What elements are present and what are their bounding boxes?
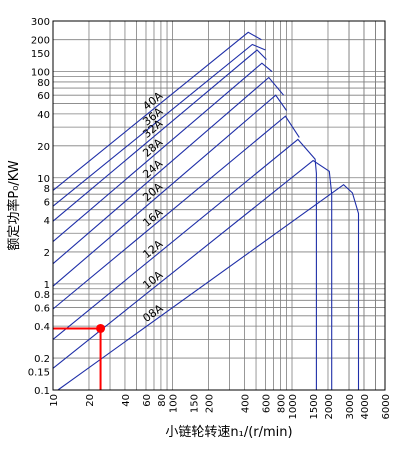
x-tick-label: 10 (49, 394, 60, 407)
x-tick-label: 20 (85, 394, 96, 407)
series-label: 12A (140, 237, 165, 261)
series-label: 16A (140, 206, 165, 230)
y-tick-label: 2 (44, 248, 50, 259)
y-tick-label: 200 (31, 36, 50, 47)
y-tick-label: 20 (37, 142, 50, 153)
y-tick-label: 8 (44, 184, 50, 195)
y-tick-label: 4 (44, 216, 50, 227)
series-line-12A (52, 138, 317, 390)
series-lines (52, 31, 360, 391)
x-tick-label: 600 (261, 394, 272, 413)
series-line-24A (52, 76, 285, 265)
y-tick-label: 80 (37, 78, 50, 89)
y-tick-label: 0.6 (34, 303, 50, 314)
grid-lines (53, 21, 385, 390)
y-tick-label: 0.2 (34, 354, 50, 365)
x-tick-label: 150 (190, 394, 201, 413)
y-tick-label: 6 (44, 197, 50, 208)
x-axis-title: 小链轮转速n₁/(r/min) (165, 425, 292, 440)
x-tick-label: 400 (240, 394, 251, 413)
x-tick-label: 800 (276, 394, 287, 413)
series-line-28A (52, 62, 273, 243)
y-tick-label: 60 (37, 91, 50, 102)
series-line-20A (52, 94, 287, 287)
series-line-16A (52, 115, 300, 310)
y-axis-title: 额定功率P₀/KW (6, 160, 22, 250)
y-tick-label: 0.1 (34, 386, 50, 397)
series-line-40A (52, 31, 262, 191)
y-tick-label: 0.15 (28, 367, 50, 378)
x-tick-label: 4000 (360, 394, 371, 419)
x-tick-label: 100 (169, 394, 180, 413)
x-tick-label: 80 (157, 394, 168, 407)
y-tick-label: 150 (31, 49, 50, 60)
x-tick-label: 1500 (309, 394, 320, 419)
x-tick-label: 6000 (381, 394, 392, 419)
y-tick-label: 0.8 (34, 290, 50, 301)
series-label: 20A (140, 180, 165, 204)
x-tick-label: 3000 (345, 394, 356, 419)
series-label: 28A (140, 136, 165, 160)
y-tick-label: 10 (37, 174, 50, 185)
x-tick-label: 40 (121, 394, 132, 407)
y-tick-label: 0.4 (34, 322, 50, 333)
highlight-point (96, 323, 106, 333)
highlight-marker (53, 323, 106, 390)
plot-frame (52, 20, 386, 391)
x-tick-label: 2000 (324, 394, 335, 419)
x-tick-labels: 10 20 40 60 80 100 150 200 400 600 800 1000 1500 2000… (49, 394, 392, 419)
y-tick-label: 100 (31, 68, 50, 79)
x-tick-label: 1000 (288, 394, 299, 419)
series-line-32A (52, 49, 267, 222)
series-line-10A (52, 159, 333, 390)
x-tick-label: 200 (204, 394, 215, 413)
y-tick-label: 300 (31, 17, 50, 28)
x-tick-label: 60 (142, 394, 153, 407)
y-tick-label: 40 (37, 110, 50, 121)
series-line-08A (57, 183, 360, 391)
series-line-36A (52, 43, 266, 207)
y-tick-label: 1 (44, 280, 50, 291)
